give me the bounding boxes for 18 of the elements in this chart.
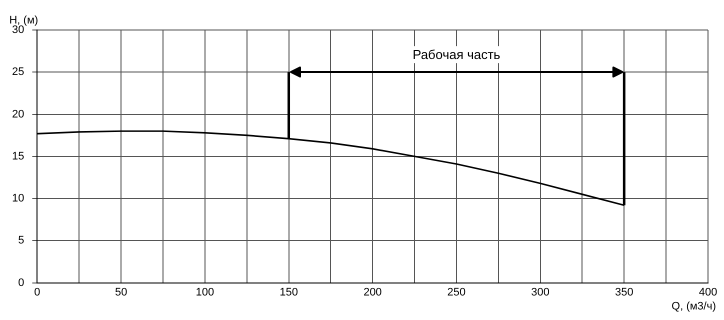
x-tick-label: 150 <box>280 286 298 298</box>
x-tick-label: 100 <box>196 286 214 298</box>
y-tick-label: 10 <box>12 192 24 205</box>
y-tick-label: 5 <box>18 234 24 247</box>
x-tick-label: 50 <box>114 286 128 298</box>
x-tick-label: 0 <box>34 286 40 298</box>
x-tick-label: 300 <box>531 286 550 298</box>
x-tick-label: 400 <box>698 286 718 298</box>
y-tick-label: 15 <box>12 150 24 162</box>
y-tick-label: 0 <box>18 276 24 289</box>
y-tick-label: 25 <box>12 66 24 78</box>
ref-line-label: Рабочая часть <box>412 47 501 62</box>
x-tick-label: 200 <box>363 286 382 298</box>
x-tick-label: 250 <box>447 286 466 298</box>
y-tick-label: 30 <box>12 24 24 36</box>
y-tick-label: 20 <box>12 108 24 120</box>
x-tick-label: 350 <box>614 286 634 298</box>
x-axis-title: Q, (м3/ч) <box>672 300 716 312</box>
